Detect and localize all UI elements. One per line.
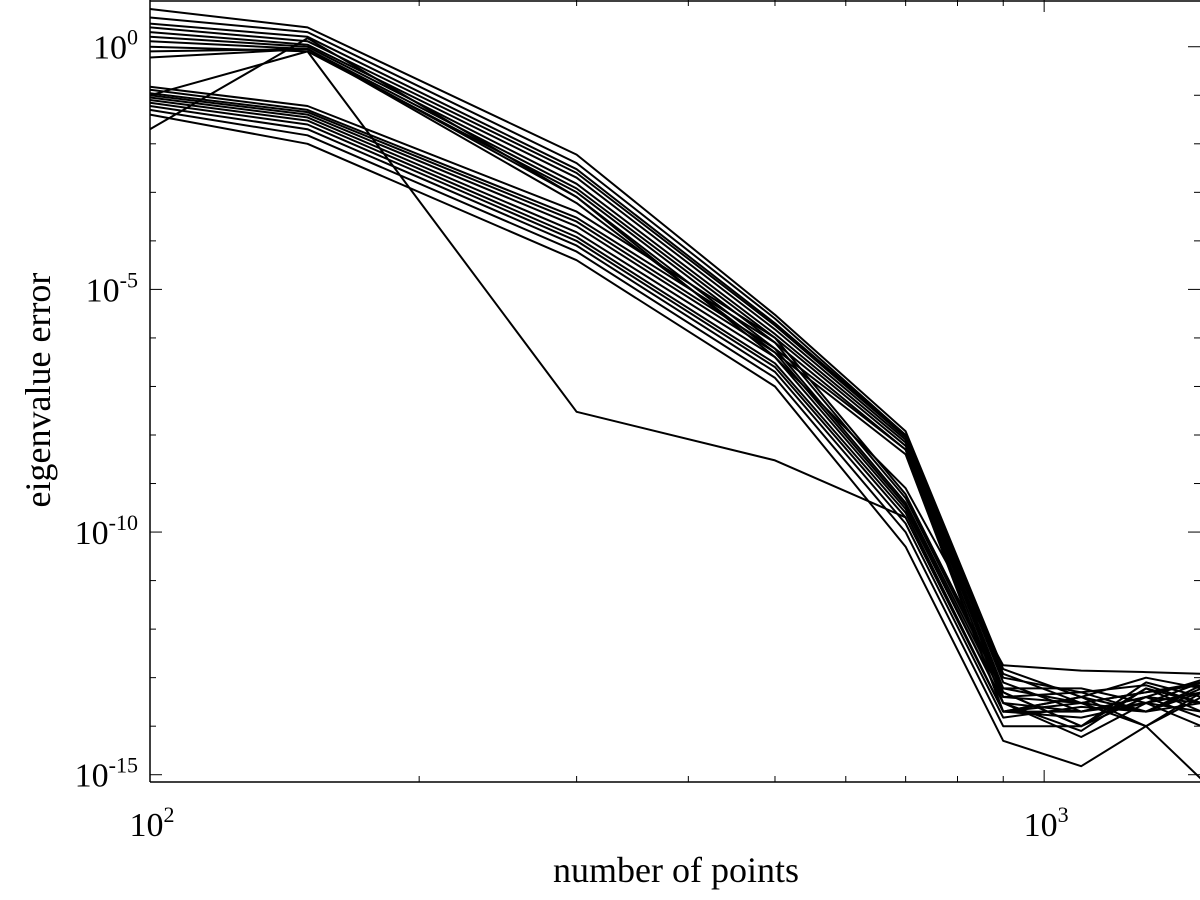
- series-line-14: [149, 94, 1200, 713]
- series-layer: [149, 8, 1200, 780]
- series-line-5: [149, 31, 1200, 704]
- y-tick-label: 10-15: [75, 753, 138, 795]
- x-tick-label: 102: [130, 802, 175, 844]
- series-line-11: [149, 85, 1200, 704]
- series-line-7: [149, 40, 1200, 713]
- series-line-17: [149, 101, 1200, 719]
- series-line-12: [149, 88, 1200, 728]
- series-line-20: [149, 113, 1200, 780]
- series-line-10: [149, 48, 1200, 727]
- series-line-21: [149, 50, 1200, 713]
- y-tick-label: 10-10: [75, 510, 138, 552]
- series-line-6: [149, 35, 1200, 728]
- series-line-22: [149, 37, 1200, 675]
- y-axis-title: eigenvalue error: [18, 273, 58, 508]
- y-tick-label: 100: [93, 25, 138, 67]
- series-line-1: [149, 8, 1200, 698]
- series-line-15: [149, 96, 1200, 738]
- series-line-8: [149, 45, 1200, 732]
- x-axis-title: number of points: [553, 850, 799, 890]
- series-line-16: [149, 99, 1200, 728]
- y-tick-label: 10-5: [86, 267, 138, 309]
- series-line-9: [149, 48, 1200, 728]
- tick-label-layer: 100 10-5 10-10 10-15 102 103: [75, 25, 1069, 844]
- x-tick-label: 103: [1024, 802, 1069, 844]
- series-line-18: [149, 105, 1200, 719]
- series-line-13: [149, 92, 1200, 713]
- series-line-19: [149, 108, 1200, 728]
- axes-layer: [149, 0, 1200, 783]
- series-line-3: [149, 22, 1200, 704]
